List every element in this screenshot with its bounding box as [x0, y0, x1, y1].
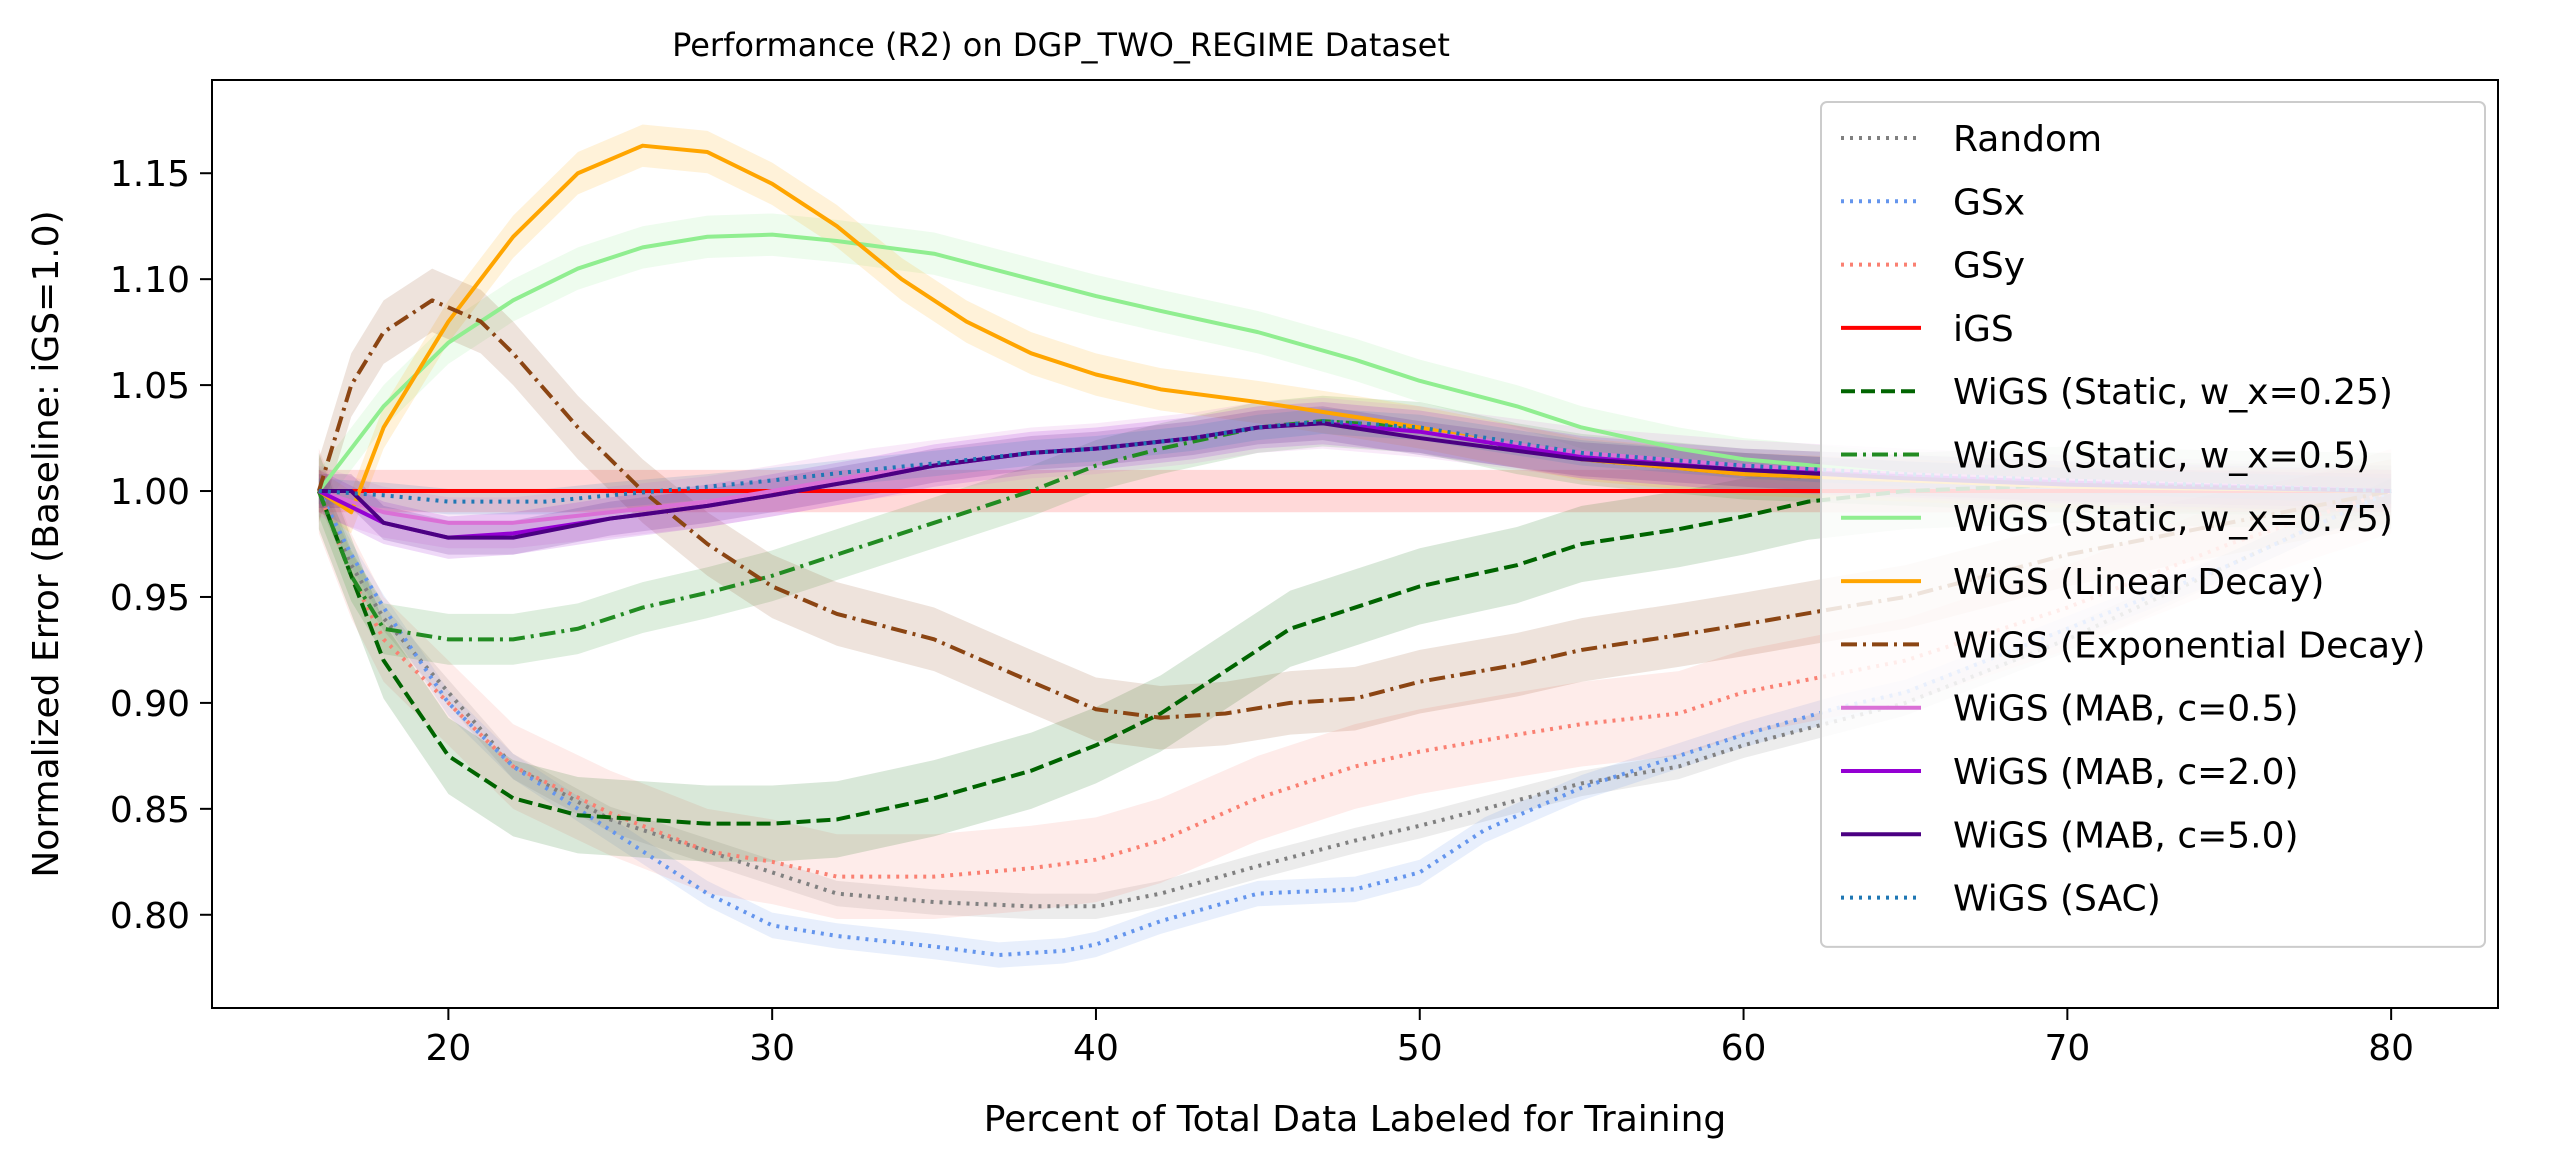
legend-label: WiGS (MAB, c=5.0)	[1953, 815, 2299, 856]
series-line-wigs-mab-c-5-0	[318, 421, 2392, 540]
y-tick-label: 0.90	[110, 684, 190, 725]
series-line-wigs-static-w-x-0-75	[317, 232, 2392, 494]
x-tick-label: 50	[1397, 1028, 1443, 1069]
x-tick-label: 70	[2044, 1028, 2090, 1069]
x-tick-label: 30	[749, 1028, 795, 1069]
legend-label: iGS	[1953, 309, 2014, 350]
y-axis: 0.80 0.85 0.90 0.95 1.00 1.05 1.10 1.15	[110, 154, 212, 937]
legend-label: WiGS (MAB, c=0.5)	[1953, 689, 2299, 730]
y-tick-label: 1.05	[110, 366, 190, 407]
x-tick-label: 60	[1721, 1028, 1767, 1069]
x-axis: 20 30 40 50 60 70 80	[425, 1008, 2414, 1069]
x-tick-label: 80	[2368, 1028, 2414, 1069]
legend-box	[1820, 101, 2486, 948]
y-tick-label: 0.80	[110, 896, 190, 937]
legend-label: GSx	[1953, 182, 2025, 223]
legend-label: WiGS (Static, w_x=0.75)	[1953, 499, 2393, 540]
series-line-wigs-sac	[318, 419, 2392, 504]
legend: Random GSx GSy iGS WiGS (Static, w_x=0.25) Wi…	[1820, 101, 2486, 948]
series-line-gsy	[316, 489, 2392, 879]
legend-label: Random	[1953, 119, 2102, 160]
series-lines	[316, 143, 2392, 958]
legend-label: WiGS (Static, w_x=0.5)	[1953, 436, 2370, 477]
x-axis-label: Percent of Total Data Labeled for Traini…	[984, 1099, 1727, 1140]
y-tick-label: 1.10	[110, 260, 190, 301]
legend-label: WiGS (SAC)	[1953, 879, 2161, 920]
x-tick-label: 40	[1073, 1028, 1119, 1069]
y-axis-label: Normalized Error (Baseline: iGS=1.0)	[26, 210, 67, 877]
legend-label: WiGS (MAB, c=2.0)	[1953, 752, 2299, 793]
y-tick-label: 0.85	[110, 790, 190, 831]
band-random	[318, 478, 2392, 920]
legend-label: GSy	[1953, 246, 2025, 287]
x-tick-label: 20	[425, 1028, 471, 1069]
legend-label: WiGS (Exponential Decay)	[1953, 625, 2425, 666]
plot-frame	[211, 79, 2499, 1009]
series-line-wigs-exponential-decay	[316, 298, 2392, 720]
series-line-wigs-static-w-x-0-25	[316, 482, 2392, 826]
y-tick-label: 0.95	[110, 578, 190, 619]
band-wigs-static-w-x-0-75	[318, 213, 2392, 513]
y-tick-label: 1.15	[110, 154, 190, 195]
legend-label: WiGS (Static, w_x=0.25)	[1953, 372, 2393, 413]
series-line-random	[317, 489, 2392, 909]
chart-title: Performance (R2) on DGP_TWO_REGIME Datas…	[672, 26, 1450, 64]
y-tick-label: 1.00	[110, 472, 190, 513]
legend-label: WiGS (Linear Decay)	[1953, 562, 2324, 603]
